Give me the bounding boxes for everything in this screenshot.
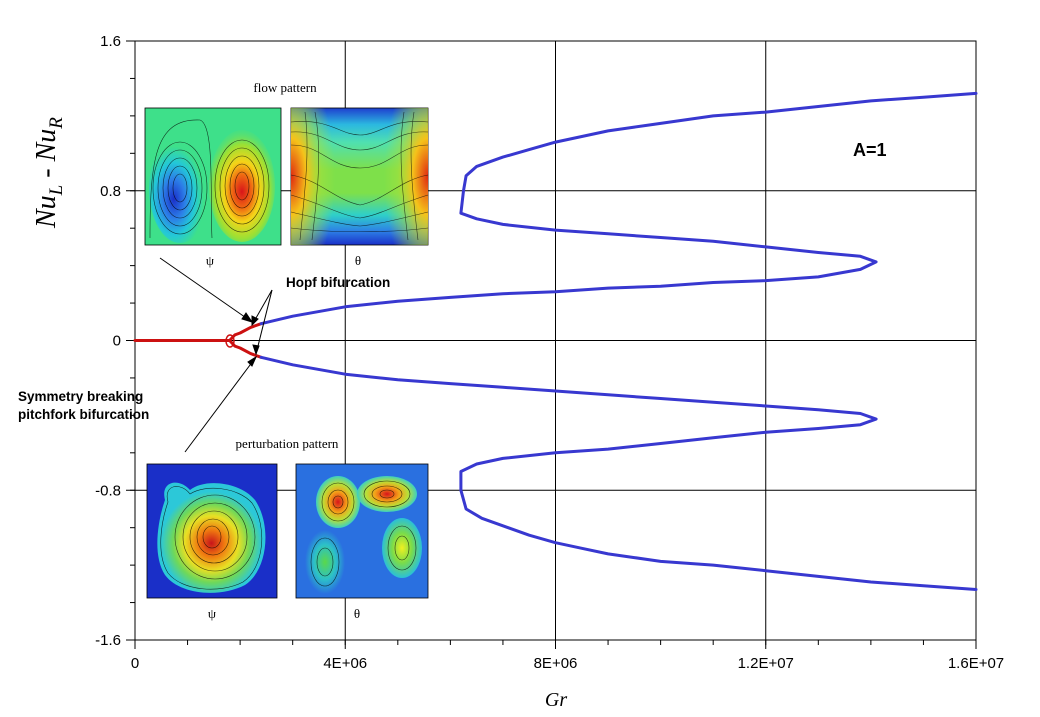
pitchfork-label-line2: pitchfork bifurcation [18, 407, 149, 422]
y-axis-label-nu-right: Nu [31, 129, 62, 163]
axis-ticks [126, 40, 977, 649]
x-tick-label: 8E+06 [534, 655, 578, 672]
perturbation-psi-caption: ψ [208, 606, 216, 621]
flow-theta-image [290, 107, 429, 246]
flow-theta-caption: θ [355, 253, 361, 268]
hopf-bifurcation-label: Hopf bifurcation [286, 275, 390, 290]
y-axis-label: NuL - NuR [31, 117, 67, 229]
perturbation-psi-image [146, 463, 278, 599]
y-axis-label-separator: - [31, 161, 62, 184]
y-axis-label-nu-left: Nu [31, 195, 62, 229]
perturbation-theta-caption: θ [354, 606, 360, 621]
flow-pattern-title: flow pattern [253, 80, 317, 95]
y-tick-label: 0.8 [100, 183, 121, 200]
flow-psi-image [144, 107, 282, 246]
series-line-4 [259, 91, 978, 326]
x-tick-label: 4E+06 [323, 655, 367, 672]
perturbation-pattern-inset: perturbation pattern ψ [146, 436, 429, 621]
x-tick-label: 1.6E+07 [948, 655, 1004, 672]
x-tick-label: 1.2E+07 [738, 655, 794, 672]
y-tick-label: 1.6 [100, 33, 121, 50]
x-tick-labels: 0 4E+06 8E+06 1.2E+07 1.6E+07 [131, 655, 1004, 672]
perturbation-theta-image [295, 463, 429, 599]
y-axis-label-sub-right: R [46, 117, 67, 130]
annotation-arrows [159, 257, 273, 453]
aspect-ratio-label: A=1 [853, 140, 887, 160]
flow-psi-caption: ψ [206, 253, 214, 268]
y-tick-label: 0 [113, 333, 121, 350]
y-tick-label: -0.8 [95, 482, 121, 499]
perturbation-pattern-title: perturbation pattern [236, 436, 339, 451]
y-tick-labels: 1.6 0.8 0 -0.8 -1.6 [95, 33, 121, 649]
series-line-5 [259, 355, 978, 591]
pitchfork-point-marker [225, 334, 235, 348]
x-tick-label: 0 [131, 655, 139, 672]
flow-pattern-inset: flow pattern ψ [144, 80, 429, 268]
pitchfork-label-line1: Symmetry breaking [18, 389, 143, 404]
y-axis-label-sub-left: L [46, 185, 67, 197]
x-axis-label: Gr [545, 689, 567, 711]
y-tick-label: -1.6 [95, 632, 121, 649]
